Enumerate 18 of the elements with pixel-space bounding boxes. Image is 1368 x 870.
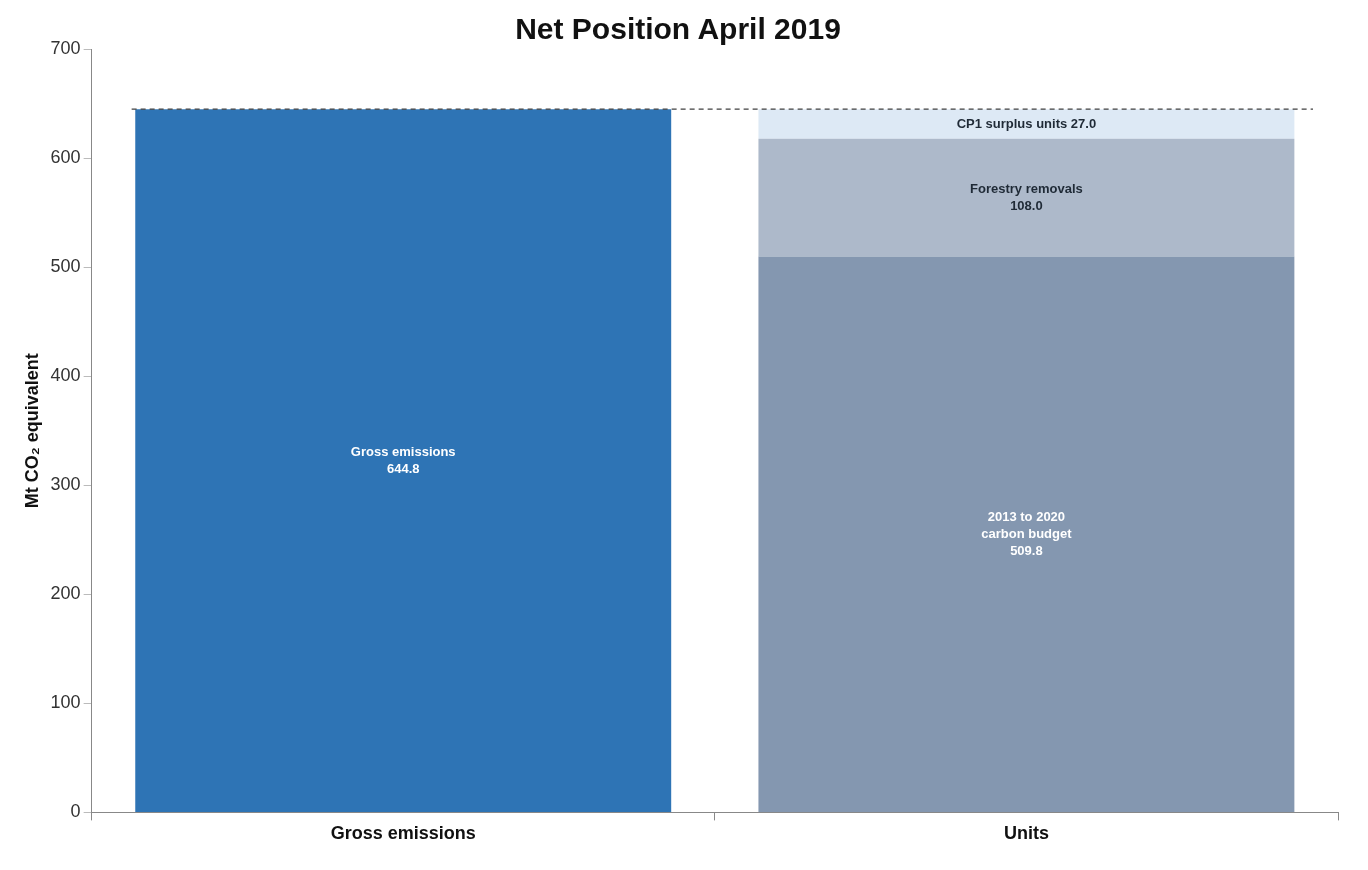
series-label: Gross emissions bbox=[350, 443, 456, 459]
series-label: 2013 to 2020 carbon budget bbox=[981, 508, 1073, 541]
y-tick-label: 700 bbox=[50, 37, 81, 58]
y-tick-label: 0 bbox=[70, 801, 81, 822]
y-axis-title: Mt CO₂ equivalent bbox=[21, 353, 42, 509]
series-label: Forestry removals bbox=[970, 180, 1083, 196]
data-label: 108.0 bbox=[1010, 197, 1043, 213]
y-tick-label: 200 bbox=[50, 583, 81, 604]
y-tick-label: 100 bbox=[50, 692, 81, 713]
y-tick-label: 600 bbox=[50, 147, 81, 168]
chart-title: Net Position April 2019 bbox=[515, 12, 841, 46]
data-label: 644.8 bbox=[386, 460, 420, 476]
x-tick-label: Units bbox=[1003, 823, 1049, 844]
data-label: 509.8 bbox=[1010, 542, 1043, 558]
y-tick-label: 400 bbox=[50, 365, 81, 386]
text: CP1 surplus units 27.0 bbox=[956, 115, 1097, 131]
y-tick-label: 300 bbox=[50, 474, 81, 495]
y-tick-label: 500 bbox=[50, 256, 81, 277]
